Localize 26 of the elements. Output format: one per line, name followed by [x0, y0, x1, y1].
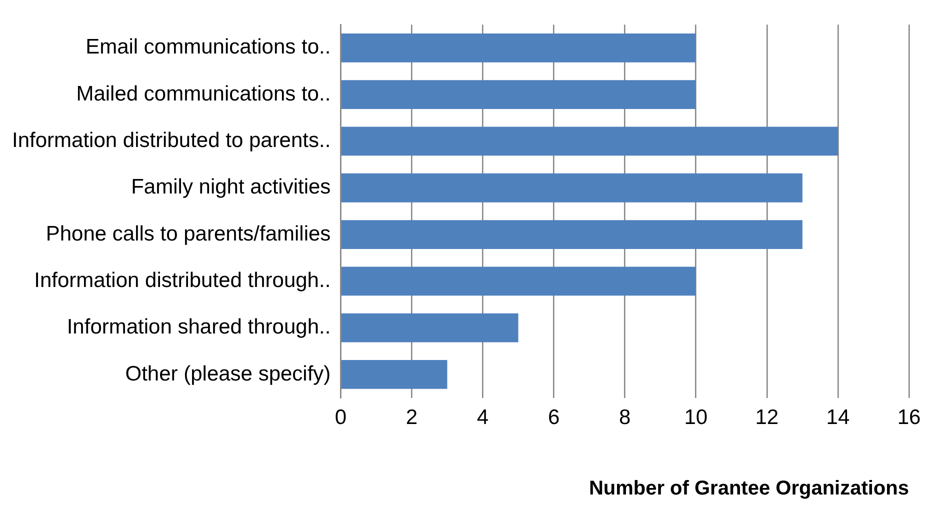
y-tick-label: Mailed communications to.. [76, 82, 331, 106]
y-tick-label: Other (please specify) [125, 362, 331, 386]
bar [341, 126, 838, 156]
x-tick-label: 2 [406, 406, 418, 430]
x-tick-label: 14 [826, 406, 850, 430]
bar [341, 313, 518, 342]
x-tick-label: 8 [618, 406, 631, 430]
x-tick-label: 16 [897, 406, 921, 430]
x-axis-title: Number of Grantee Organizations [588, 478, 909, 500]
bar [341, 360, 448, 389]
bar [341, 33, 696, 62]
y-tick-label: Information shared through.. [66, 316, 331, 339]
x-tick-label: 0 [334, 406, 347, 430]
y-tick-label: Email communications to.. [86, 36, 331, 59]
y-tick-label: Family night activities [131, 176, 331, 199]
x-tick-label: 10 [684, 406, 708, 430]
y-tick-label: Phone calls to parents/families [46, 222, 331, 246]
bar [341, 220, 802, 249]
x-tick-label: 12 [755, 406, 779, 430]
bar [341, 266, 696, 296]
y-tick-label: Information distributed through.. [34, 268, 331, 292]
bar [341, 173, 802, 202]
x-tick-label: 6 [548, 406, 560, 430]
bar [341, 80, 696, 110]
y-tick-label: Information distributed to parents.. [12, 129, 331, 152]
x-tick-label: 4 [476, 406, 489, 430]
